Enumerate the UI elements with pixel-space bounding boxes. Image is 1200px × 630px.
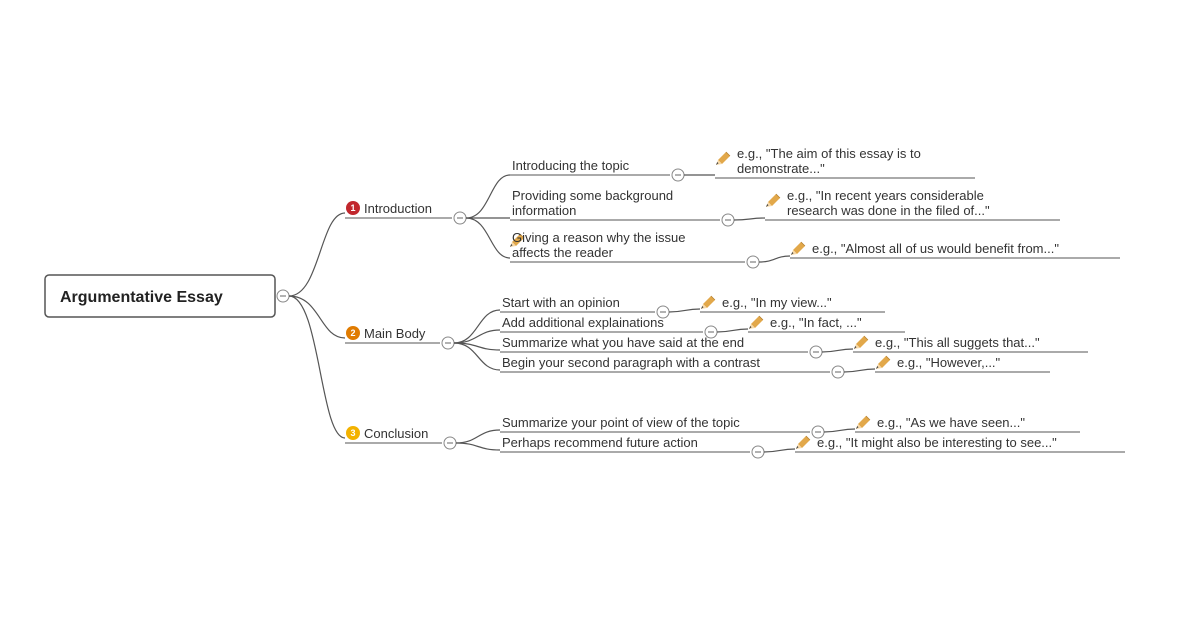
conn-main-c1-ex <box>669 309 700 312</box>
label-main-c3-ex: e.g., "This all suggets that..." <box>875 335 1040 350</box>
branch-conclusion[interactable]: 3 Conclusion <box>345 426 456 449</box>
branch-num-3: 3 <box>350 428 355 438</box>
pencil-icon <box>701 296 715 309</box>
conn-intro-c3 <box>466 218 510 258</box>
node-reason-reader[interactable]: Giving a reason why the issue affects th… <box>510 230 759 268</box>
label-concl-c1-ex: e.g., "As we have seen..." <box>877 415 1025 430</box>
pencil-icon <box>716 152 730 165</box>
branch-num-2: 2 <box>350 328 355 338</box>
pencil-icon <box>854 336 868 349</box>
branch-label-main-body: Main Body <box>364 326 426 341</box>
branch-collapse-2[interactable] <box>442 337 454 349</box>
root-node-label: Argumentative Essay <box>60 289 223 306</box>
node-introducing-topic[interactable]: Introducing the topic <box>510 158 684 181</box>
pencil-icon <box>791 242 805 255</box>
label-second-paragraph: Begin your second paragraph with a contr… <box>502 355 760 370</box>
node-background-info[interactable]: Providing some background information <box>510 188 734 226</box>
pencil-icon <box>766 194 780 207</box>
label-main-c1-ex: e.g., "In my view..." <box>722 295 832 310</box>
node-concl-c1-example[interactable]: e.g., "As we have seen..." <box>855 415 1080 432</box>
conn-main-c2 <box>454 330 500 343</box>
branch-collapse-3[interactable] <box>444 437 456 449</box>
label-future-action: Perhaps recommend future action <box>502 435 698 450</box>
conn-concl-c2 <box>456 443 500 450</box>
collapse-main-c3[interactable] <box>810 346 822 358</box>
node-intro-c3-example[interactable]: e.g., "Almost all of us would benefit fr… <box>790 241 1120 258</box>
label-reason-l2: affects the reader <box>512 245 614 260</box>
node-intro-c2-example[interactable]: e.g., "In recent years considerable rese… <box>765 188 1060 220</box>
collapse-main-c4[interactable] <box>832 366 844 378</box>
pencil-icon <box>796 436 810 449</box>
branch-main-body[interactable]: 2 Main Body <box>345 326 454 349</box>
label-intro-c3-ex: e.g., "Almost all of us would benefit fr… <box>812 241 1059 256</box>
connector-root-intro <box>289 213 345 296</box>
node-intro-c1-example[interactable]: e.g., "The aim of this essay is to demon… <box>715 146 975 178</box>
label-summarize-pov: Summarize your point of view of the topi… <box>502 415 740 430</box>
node-main-c2-example[interactable]: e.g., "In fact, ..." <box>748 315 905 332</box>
node-main-c1-example[interactable]: e.g., "In my view..." <box>700 295 885 312</box>
conn-concl-c1 <box>456 430 500 443</box>
node-second-paragraph[interactable]: Begin your second paragraph with a contr… <box>500 355 844 378</box>
conn-intro-c1 <box>466 175 510 218</box>
label-intro-c1-ex-l1: e.g., "The aim of this essay is to <box>737 146 921 161</box>
pencil-icon <box>876 356 890 369</box>
label-introducing-topic: Introducing the topic <box>512 158 630 173</box>
label-intro-c2-ex-l2: research was done in the filed of..." <box>787 203 990 218</box>
branch-label-introduction: Introduction <box>364 201 432 216</box>
label-summarize-said: Summarize what you have said at the end <box>502 335 744 350</box>
label-intro-c2-ex-l1: e.g., "In recent years considerable <box>787 188 984 203</box>
label-bg-l1: Providing some background <box>512 188 673 203</box>
collapse-intro-c3[interactable] <box>747 256 759 268</box>
branch-num-1: 1 <box>350 203 355 213</box>
pencil-icon <box>749 316 763 329</box>
node-main-c3-example[interactable]: e.g., "This all suggets that..." <box>853 335 1088 352</box>
conn-concl-c2-ex <box>764 449 795 452</box>
label-concl-c2-ex: e.g., "It might also be interesting to s… <box>817 435 1057 450</box>
label-main-c4-ex: e.g., "However,..." <box>897 355 1001 370</box>
conn-main-c4 <box>454 343 500 370</box>
collapse-intro-c1[interactable] <box>672 169 684 181</box>
conn-main-c3-ex <box>822 349 853 352</box>
node-main-c4-example[interactable]: e.g., "However,..." <box>875 355 1050 372</box>
conn-intro-c3-ex <box>759 256 790 262</box>
root-collapse-icon[interactable] <box>277 290 289 302</box>
conn-main-c1 <box>454 310 500 343</box>
label-main-c2-ex: e.g., "In fact, ..." <box>770 315 862 330</box>
conn-main-c2-ex <box>717 329 748 332</box>
label-start-opinion: Start with an opinion <box>502 295 620 310</box>
label-reason-l1: Giving a reason why the issue <box>512 230 685 245</box>
conn-main-c4-ex <box>844 369 875 372</box>
label-add-explain: Add additional explainations <box>502 315 664 330</box>
label-intro-c1-ex-l2: demonstrate..." <box>737 161 825 176</box>
node-concl-c2-example[interactable]: e.g., "It might also be interesting to s… <box>795 435 1125 452</box>
collapse-intro-c2[interactable] <box>722 214 734 226</box>
branch-introduction[interactable]: 1 Introduction <box>345 201 466 224</box>
node-future-action[interactable]: Perhaps recommend future action <box>500 435 764 458</box>
label-bg-l2: information <box>512 203 576 218</box>
conn-concl-c1-ex <box>824 429 855 432</box>
branch-collapse-1[interactable] <box>454 212 466 224</box>
branch-label-conclusion: Conclusion <box>364 426 428 441</box>
pencil-icon <box>856 416 870 429</box>
collapse-concl-c2[interactable] <box>752 446 764 458</box>
connector-root-main <box>289 296 345 338</box>
mindmap-canvas: Argumentative Essay 1 Introduction 2 Mai… <box>0 0 1200 630</box>
conn-intro-c2-ex <box>734 218 765 220</box>
connector-root-concl <box>289 296 345 438</box>
